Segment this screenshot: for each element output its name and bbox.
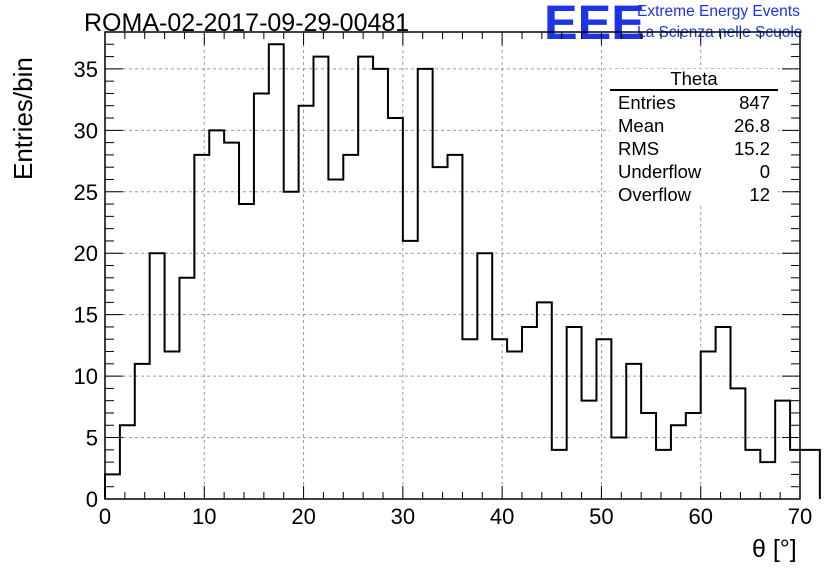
- histogram-bin: [254, 93, 269, 499]
- histogram-bin: [314, 57, 329, 499]
- histogram-bin: [120, 425, 135, 499]
- histogram-bin: [269, 44, 284, 499]
- stats-box: Theta Entries 847 Mean 26.8 RMS 15.2 Und…: [610, 69, 778, 206]
- histogram-bin: [150, 253, 165, 499]
- histogram-bin: [284, 192, 299, 499]
- histogram-bin: [596, 339, 611, 499]
- histogram-bin: [299, 106, 314, 499]
- histogram-bin: [418, 69, 433, 499]
- histogram-bin: [582, 401, 597, 499]
- stats-row-rms: RMS 15.2: [610, 137, 778, 160]
- histogram-bin: [403, 241, 418, 499]
- y-tick-label: 20: [74, 241, 98, 266]
- histogram-bin: [611, 438, 626, 499]
- histogram-bin: [239, 204, 254, 499]
- stats-row-underflow: Underflow 0: [610, 160, 778, 183]
- histogram-bin: [537, 302, 552, 499]
- stats-value: 12: [749, 184, 770, 205]
- x-tick-label: 20: [291, 504, 315, 529]
- histogram-bin: [805, 450, 820, 499]
- histogram-bin: [492, 339, 507, 499]
- eee-logo: EEE: [544, 0, 645, 50]
- y-tick-label: 5: [86, 426, 98, 451]
- histogram-bin: [358, 57, 373, 499]
- stats-row-mean: Mean 26.8: [610, 114, 778, 137]
- histogram-bin: [775, 401, 790, 499]
- x-tick-label: 30: [391, 504, 415, 529]
- stats-label: RMS: [618, 138, 660, 159]
- histogram-bin: [477, 253, 492, 499]
- histogram-bin: [448, 155, 463, 499]
- histogram-bin: [135, 364, 150, 499]
- x-tick-label: 10: [192, 504, 216, 529]
- stats-label: Entries: [618, 92, 676, 113]
- y-tick-label: 35: [74, 57, 98, 82]
- histogram-bin: [626, 364, 641, 499]
- histogram-bin: [328, 179, 343, 499]
- histogram-bin: [209, 130, 224, 499]
- stats-row-overflow: Overflow 12: [610, 183, 778, 206]
- y-tick-label: 15: [74, 303, 98, 328]
- plot-frame: [104, 31, 801, 500]
- histogram-bin: [165, 352, 180, 499]
- histogram-bin: [641, 413, 656, 499]
- histogram-bin: [433, 167, 448, 499]
- y-tick-label: 25: [74, 180, 98, 205]
- stats-title: Theta: [610, 69, 778, 91]
- histogram-bin: [552, 450, 567, 499]
- histogram-bin: [716, 327, 731, 499]
- histogram-bin: [224, 143, 239, 499]
- stats-value: 15.2: [733, 138, 770, 159]
- histogram-bin: [194, 155, 209, 499]
- histogram-bin: [686, 413, 701, 499]
- stats-row-entries: Entries 847: [610, 91, 778, 114]
- stats-value: 26.8: [733, 115, 770, 136]
- histogram-bin: [745, 450, 760, 499]
- x-tick-label: 60: [688, 504, 712, 529]
- histogram-bin: [656, 450, 671, 499]
- histogram-series-theta: [104, 43, 821, 499]
- x-tick-label: 70: [788, 504, 812, 529]
- stats-value: 847: [739, 92, 770, 113]
- histogram-bin: [567, 327, 582, 499]
- stats-label: Mean: [618, 115, 665, 136]
- histogram-bin: [388, 118, 403, 499]
- x-tick-label: 40: [490, 504, 514, 529]
- x-axis-label: θ [°]: [752, 535, 797, 563]
- y-tick-label: 0: [86, 487, 98, 512]
- histogram-bin: [373, 69, 388, 499]
- histogram-bin: [790, 450, 805, 499]
- logo-caption-line1: Extreme Energy Events: [637, 3, 800, 20]
- histogram-bin: [105, 474, 120, 499]
- stats-label: Overflow: [618, 184, 691, 205]
- x-tick-label: 0: [99, 504, 111, 529]
- histogram-bin: [760, 462, 775, 499]
- stats-label: Underflow: [618, 161, 702, 182]
- histogram-bin: [731, 388, 746, 499]
- histogram-bin: [701, 352, 716, 499]
- histogram-bin: [462, 339, 477, 499]
- histogram-bin: [507, 352, 522, 499]
- histogram-bin: [179, 278, 194, 499]
- stats-value: 0: [759, 161, 770, 182]
- histogram-bin: [522, 327, 537, 499]
- histogram-bin: [671, 425, 686, 499]
- x-tick-label: 50: [589, 504, 613, 529]
- y-tick-label: 30: [74, 118, 98, 143]
- y-tick-label: 10: [74, 364, 98, 389]
- histogram-bin: [343, 155, 358, 499]
